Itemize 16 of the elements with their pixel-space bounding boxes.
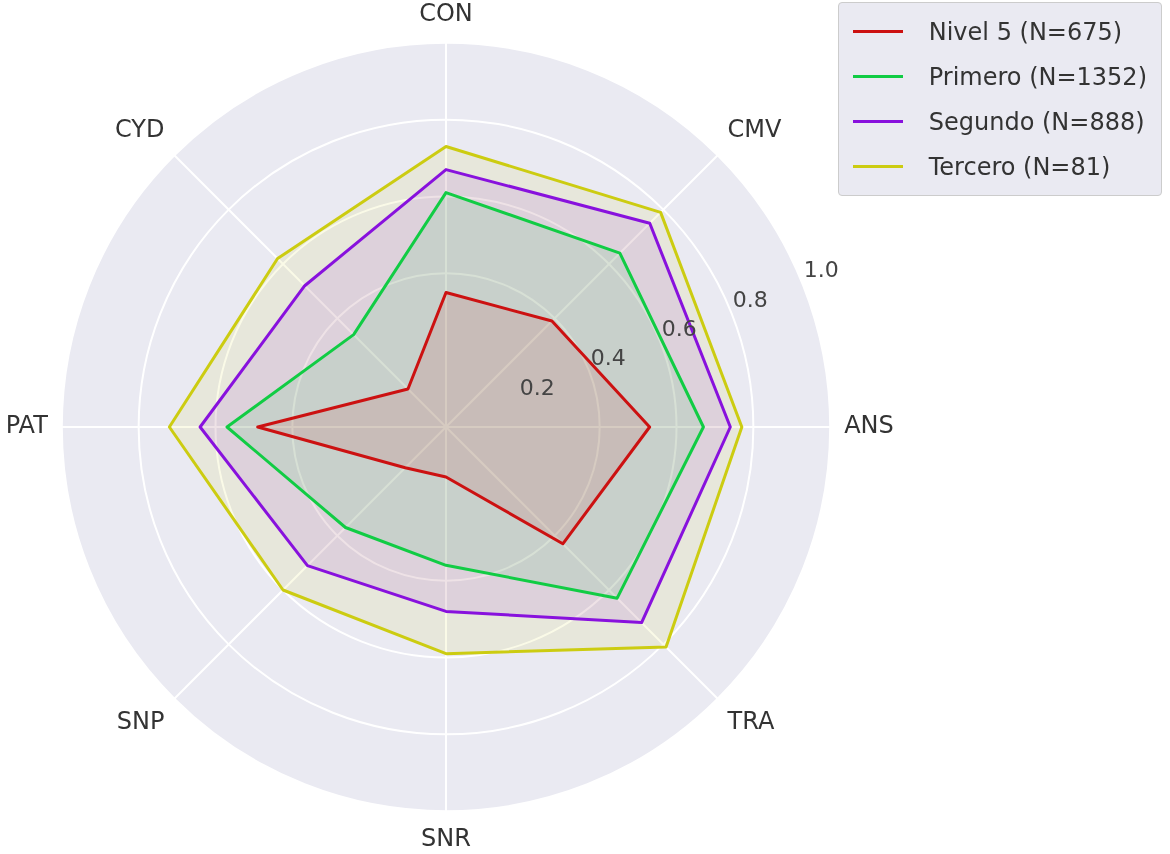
y-tick-label: 0.4	[590, 345, 626, 371]
legend-label: Nivel 5 (N=675)	[928, 17, 1123, 46]
spoke-label: SNP	[116, 707, 165, 736]
y-tick-label: 0.8	[732, 286, 768, 312]
spoke-label: CMV	[727, 115, 783, 144]
legend-label: Primero (N=1352)	[928, 62, 1147, 91]
spoke-label: CYD	[114, 115, 165, 144]
y-tick-label: 1.0	[803, 257, 839, 283]
spoke-label: CON	[419, 0, 473, 27]
spoke-label: SNR	[421, 823, 471, 852]
y-tick-label: 0.2	[519, 374, 555, 400]
legend-label: Tercero (N=81)	[928, 152, 1111, 181]
spoke-label: PAT	[5, 411, 49, 440]
legend-label: Segundo (N=888)	[928, 107, 1145, 136]
spoke-label: TRA	[726, 707, 775, 736]
spoke-label: ANS	[844, 411, 894, 440]
